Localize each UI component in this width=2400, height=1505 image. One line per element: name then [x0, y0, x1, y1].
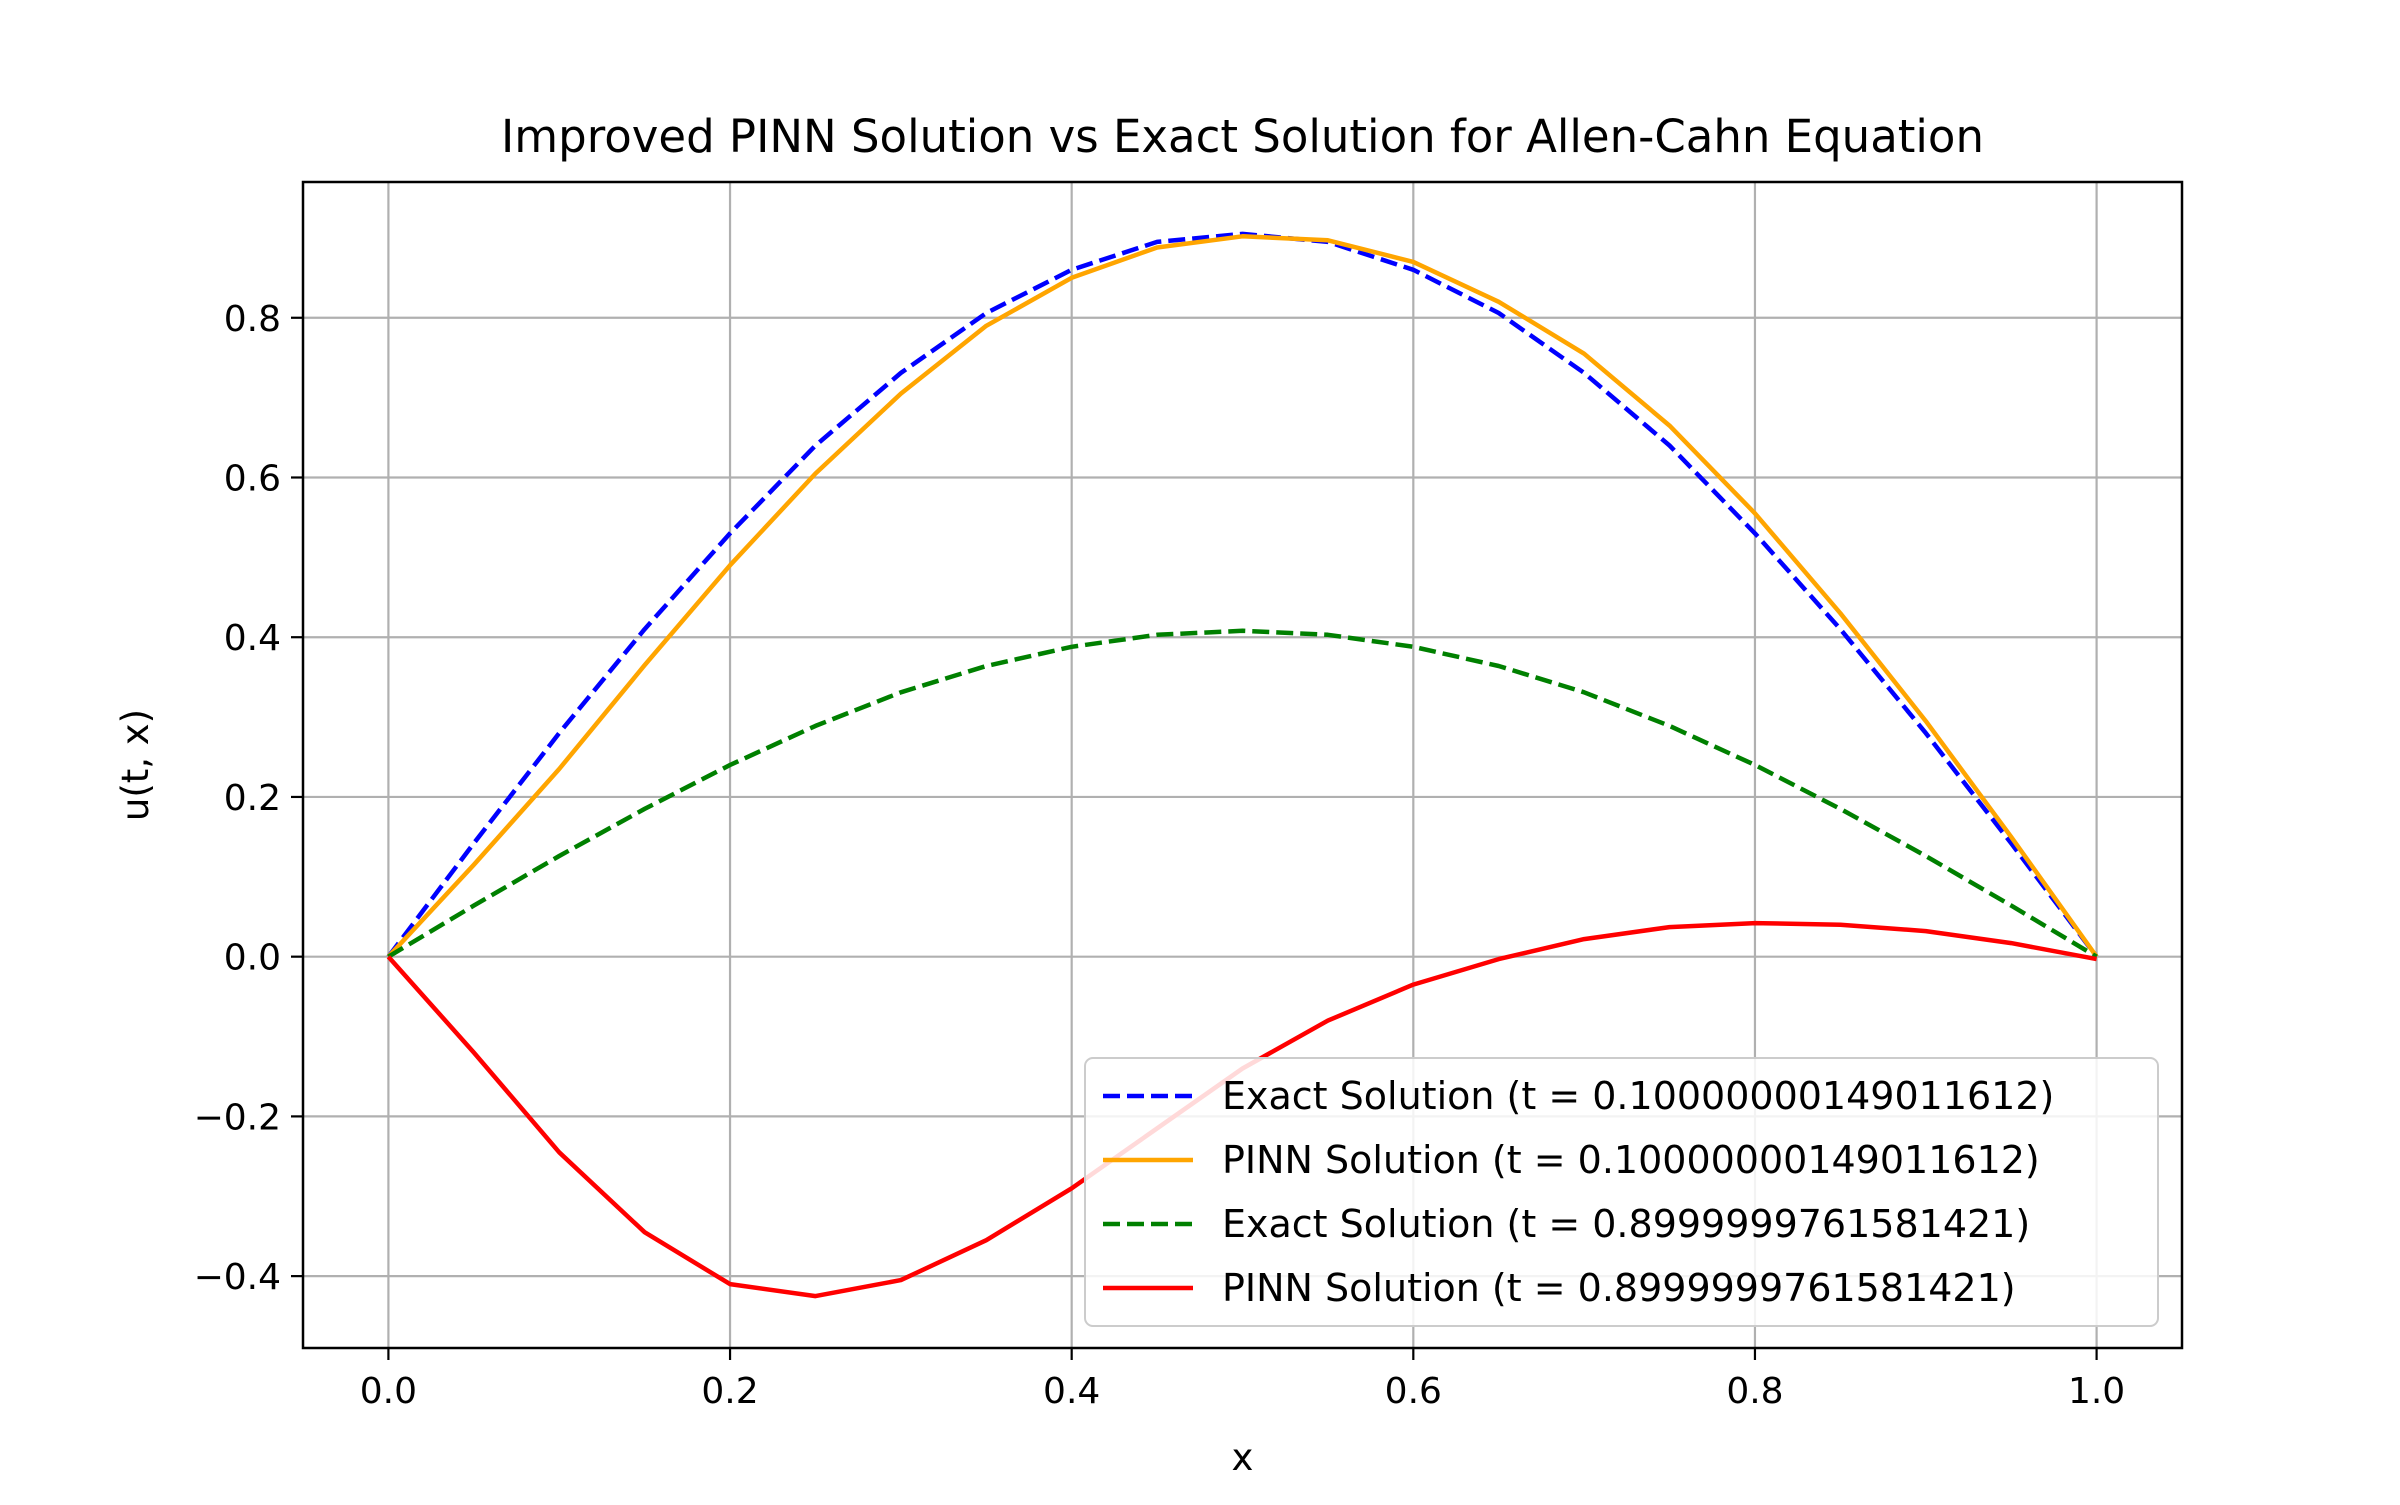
- x-tick-label: 0.2: [701, 1371, 758, 1412]
- legend-box: [1084, 1057, 2159, 1327]
- x-tick-label: 0.8: [1726, 1371, 1783, 1412]
- series-line-1: [386, 231, 2099, 959]
- legend-label-4: PINN Solution (t = 0.8999999761581421): [1222, 1266, 2016, 1310]
- y-tick-label: 0.2: [224, 778, 281, 819]
- legend: Exact Solution (t = 0.10000000149011612)…: [1084, 1057, 2159, 1327]
- y-tick-label: 0.0: [224, 938, 281, 979]
- legend-label-2: PINN Solution (t = 0.10000000149011612): [1222, 1138, 2040, 1182]
- x-tick-label: 0.4: [1043, 1371, 1100, 1412]
- x-axis-label: x: [1232, 1436, 1254, 1479]
- chart-title: Improved PINN Solution vs Exact Solution…: [501, 110, 1984, 163]
- y-tick-label: 0.4: [224, 618, 281, 659]
- y-tick-label: 0.6: [224, 458, 281, 499]
- series-line-2: [386, 234, 2099, 959]
- x-tick-label: 0.6: [1385, 1371, 1442, 1412]
- axis-ticks: 0.0 0.2 0.4 0.6 0.8 1.0 −0.4 −0.2 0.0 0.2 0.4 0.6 0.…: [194, 299, 2126, 1412]
- plot-frame: [301, 180, 2184, 1350]
- y-tick-label: 0.8: [224, 299, 281, 340]
- series-line-3: [387, 628, 2098, 959]
- x-tick-label: 0.0: [360, 1371, 417, 1412]
- legend-label-3: Exact Solution (t = 0.8999999761581421): [1222, 1202, 2030, 1246]
- legend-label-1: Exact Solution (t = 0.10000000149011612): [1222, 1074, 2054, 1118]
- y-tick-label: −0.2: [194, 1097, 281, 1138]
- y-axis-label: u(t, x): [114, 709, 157, 821]
- x-tick-label: 1.0: [2068, 1371, 2125, 1412]
- y-tick-label: −0.4: [194, 1257, 281, 1298]
